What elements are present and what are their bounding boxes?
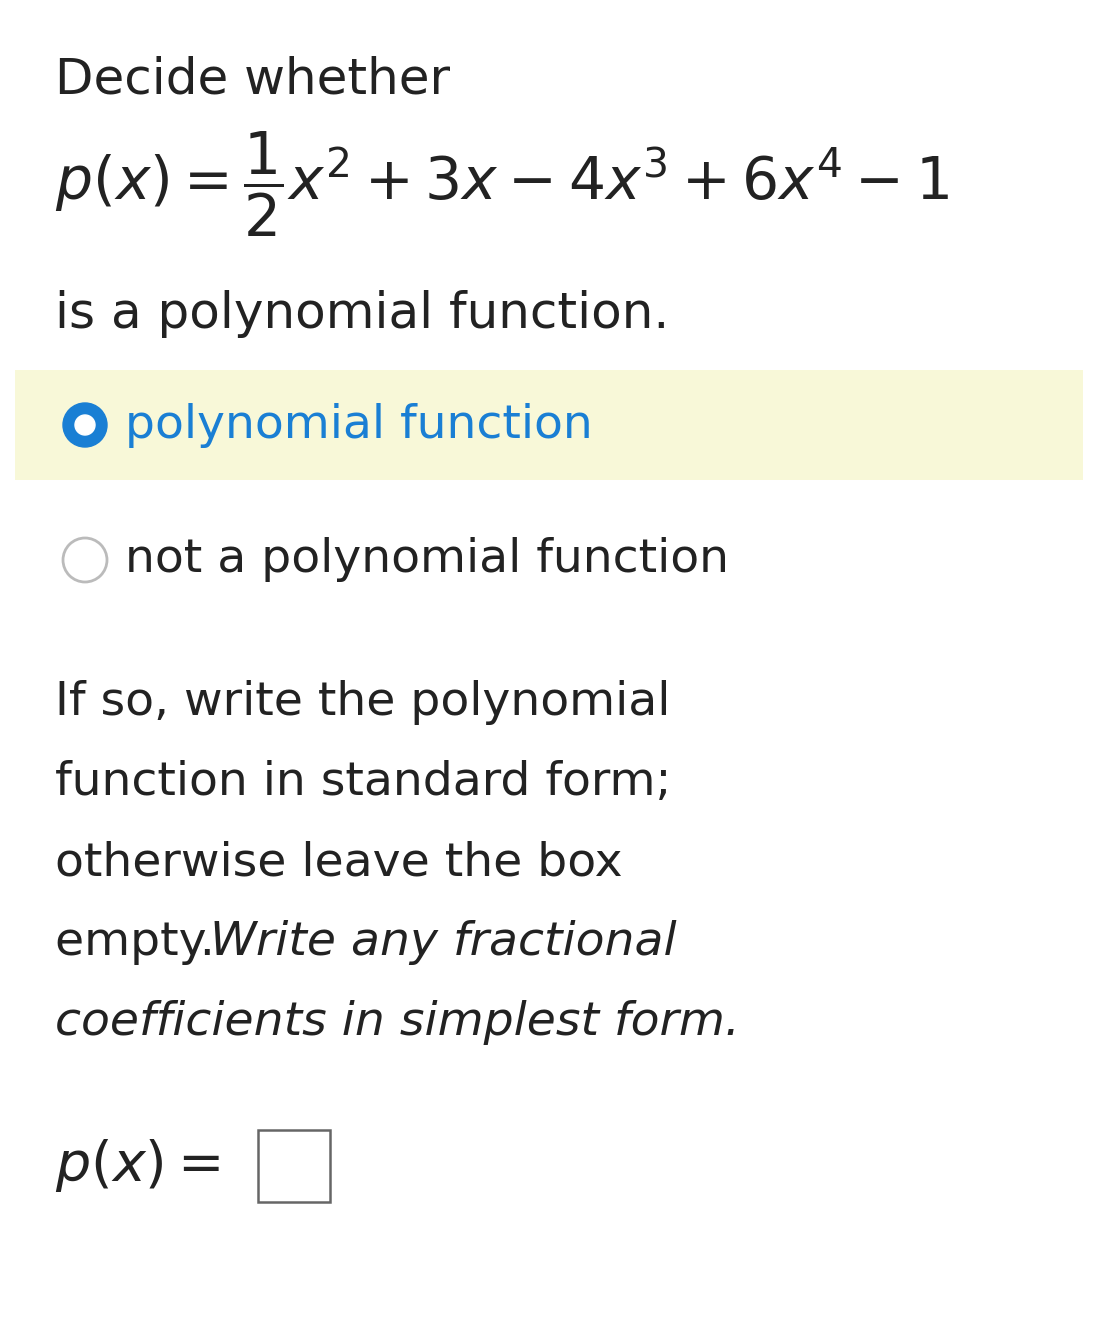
FancyBboxPatch shape xyxy=(15,370,1083,480)
FancyBboxPatch shape xyxy=(258,1130,330,1202)
Text: empty.: empty. xyxy=(55,920,229,965)
Circle shape xyxy=(75,415,96,435)
Text: Write any fractional: Write any fractional xyxy=(210,920,676,965)
Text: polynomial function: polynomial function xyxy=(125,402,593,448)
Text: otherwise leave the box: otherwise leave the box xyxy=(55,840,623,884)
Text: $p(x) = \dfrac{1}{2}x^2 + 3x - 4x^3 + 6x^4 - 1$: $p(x) = \dfrac{1}{2}x^2 + 3x - 4x^3 + 6x… xyxy=(55,130,949,240)
Text: Decide whether: Decide whether xyxy=(55,55,450,103)
Circle shape xyxy=(63,403,107,447)
Text: $p(x) =$: $p(x) =$ xyxy=(55,1136,220,1194)
Text: If so, write the polynomial: If so, write the polynomial xyxy=(55,680,671,725)
Text: function in standard form;: function in standard form; xyxy=(55,760,671,805)
Text: not a polynomial function: not a polynomial function xyxy=(125,538,729,583)
Text: coefficients in simplest form.: coefficients in simplest form. xyxy=(55,1000,740,1045)
Text: is a polynomial function.: is a polynomial function. xyxy=(55,290,670,337)
